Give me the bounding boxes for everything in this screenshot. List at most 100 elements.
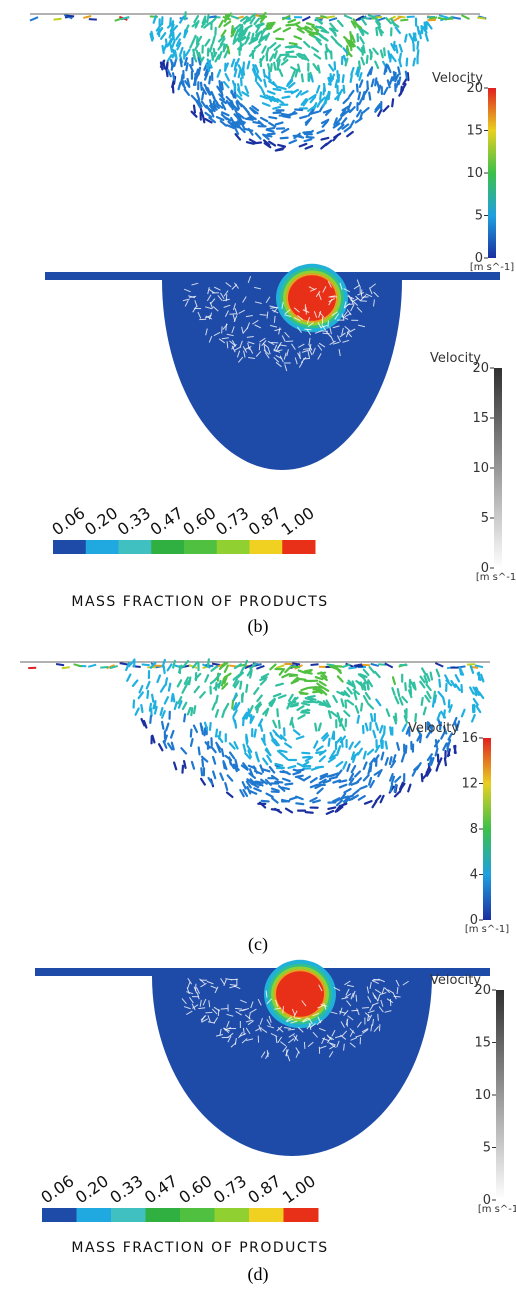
vector [150, 716, 151, 723]
vector [250, 671, 252, 678]
vector [286, 25, 293, 26]
vector [344, 86, 345, 93]
mass-fraction-bin [282, 540, 315, 554]
vector [388, 80, 390, 87]
vector [133, 681, 137, 686]
vector [232, 26, 233, 33]
vector [408, 785, 410, 792]
vector [355, 742, 360, 747]
mass-fraction-title: MASS FRACTION OF PRODUCTS [71, 594, 328, 610]
mass-fraction-bin [184, 540, 217, 554]
vector [282, 674, 288, 677]
vector [333, 696, 337, 702]
vector [244, 20, 250, 23]
mass-fraction-label: 1.00 [278, 503, 318, 539]
vector [142, 664, 150, 665]
vector [422, 774, 423, 781]
vector [344, 711, 349, 716]
vector [359, 796, 365, 800]
vector [297, 706, 303, 710]
colorbar [496, 990, 504, 1200]
vector [195, 687, 199, 693]
vector [200, 692, 205, 697]
vector [213, 703, 216, 709]
vector [439, 15, 447, 17]
vector [401, 87, 402, 94]
mass-fraction-bin [151, 540, 184, 554]
vector [375, 62, 378, 68]
vector [359, 98, 362, 104]
vector [354, 692, 356, 699]
vector [312, 48, 318, 52]
vector [172, 41, 174, 48]
colorbar-label: 20 [474, 983, 491, 998]
mass-fraction-bin [119, 540, 152, 554]
vector [225, 51, 228, 57]
mass-fraction-label: 0.87 [245, 503, 285, 539]
vector [214, 49, 215, 56]
vector [360, 786, 366, 789]
vector [260, 765, 263, 772]
vector [347, 764, 349, 771]
mass-fraction-bin [249, 1208, 284, 1222]
vector [314, 64, 318, 70]
colorbar-unit: [m s^-1] [476, 572, 516, 583]
vector [300, 116, 307, 118]
vector [255, 730, 256, 737]
vector [350, 107, 355, 112]
vector [181, 748, 186, 753]
colorbar-label: 10 [472, 461, 489, 476]
vector [413, 36, 414, 43]
vector [171, 731, 173, 738]
vector [295, 109, 302, 110]
vector [392, 99, 393, 106]
vector [317, 86, 319, 93]
vector [444, 710, 445, 717]
vector [342, 665, 350, 668]
vector [403, 725, 406, 731]
vector [329, 18, 337, 20]
vector [390, 757, 392, 764]
vector [266, 48, 268, 55]
vector [262, 90, 265, 96]
mass-fraction-bin [180, 1208, 215, 1222]
vector [226, 324, 227, 331]
vector [205, 1012, 212, 1013]
vector [276, 665, 284, 668]
vector [338, 21, 343, 26]
vector [228, 46, 229, 53]
vector [390, 727, 391, 734]
mass-fraction-label: 0.87 [244, 1171, 284, 1207]
vector [400, 20, 408, 21]
vector [312, 767, 319, 769]
colorbar-label: 12 [461, 777, 478, 792]
vector [272, 809, 279, 810]
vector [202, 759, 203, 766]
vector [292, 71, 295, 77]
vector [161, 33, 165, 39]
vector [210, 45, 212, 52]
vector [284, 28, 290, 31]
vector [360, 37, 364, 43]
mass-fraction-title: MASS FRACTION OF PRODUCTS [71, 1240, 328, 1256]
vector [362, 19, 366, 25]
vector [393, 677, 395, 684]
mass-fraction-label: 0.20 [72, 1171, 112, 1207]
vector [309, 687, 316, 688]
vector [169, 684, 170, 691]
mass-fraction-bin [77, 1208, 112, 1222]
mass-fraction-label: 1.00 [279, 1171, 319, 1207]
vector [173, 85, 174, 92]
vector [212, 667, 218, 671]
vector [274, 63, 275, 70]
vector [232, 91, 234, 98]
vector [186, 50, 190, 56]
figure: Velocity20151050[m s^-1](a)Velocity20151… [0, 0, 516, 1294]
vector [184, 714, 185, 721]
vector [288, 20, 295, 23]
vector [424, 708, 426, 715]
vector [56, 664, 64, 665]
vector [462, 710, 465, 717]
vector [184, 761, 185, 768]
vector [304, 671, 311, 672]
